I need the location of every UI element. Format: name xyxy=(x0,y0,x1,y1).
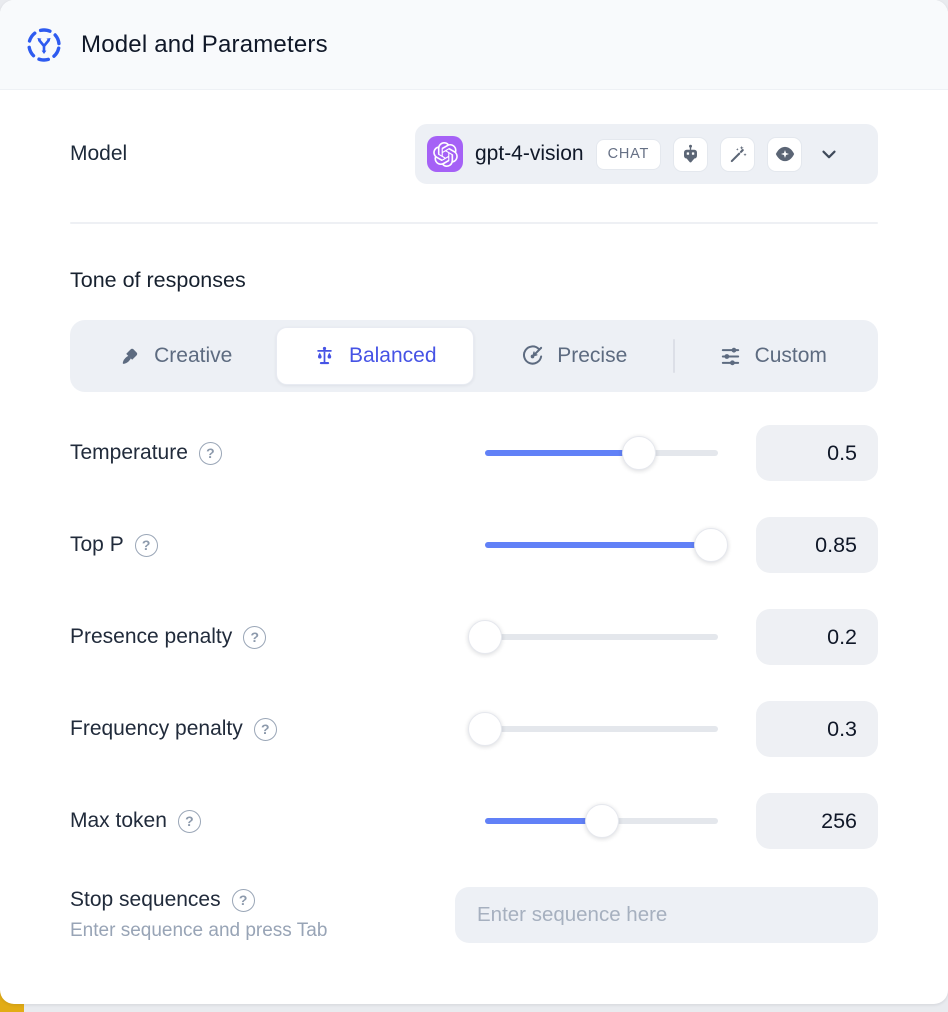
slider-thumb[interactable] xyxy=(621,436,656,470)
model-row: Model gpt-4-vision CHAT xyxy=(70,124,878,184)
model-type-badge: CHAT xyxy=(595,138,662,170)
model-hub-icon xyxy=(24,25,64,65)
help-icon[interactable]: ? xyxy=(134,533,158,557)
slider-thumb[interactable] xyxy=(468,712,502,746)
tone-option-creative[interactable]: Creative xyxy=(77,327,274,385)
slider-thumb[interactable] xyxy=(584,804,619,838)
slider-track[interactable] xyxy=(485,726,718,732)
presence-penalty-value[interactable]: 0.2 xyxy=(756,609,878,665)
help-icon[interactable]: ? xyxy=(243,625,267,649)
param-label: Max token xyxy=(70,809,167,832)
tone-option-balanced[interactable]: Balanced xyxy=(275,327,474,385)
tone-segmented-control: Creative Balanced xyxy=(70,320,878,392)
help-icon[interactable]: ? xyxy=(231,888,255,912)
param-label: Temperature xyxy=(70,441,188,464)
section-divider xyxy=(70,222,878,224)
max-token-value[interactable]: 256 xyxy=(756,793,878,849)
balance-scale-icon xyxy=(313,345,336,368)
vision-eye-icon xyxy=(767,136,803,172)
presence-penalty-slider[interactable] xyxy=(468,620,718,654)
tone-option-label: Creative xyxy=(154,344,233,367)
help-icon[interactable]: ? xyxy=(253,717,277,741)
param-row-temperature: Temperature ? 0.5 xyxy=(70,425,878,481)
param-row-frequency-penalty: Frequency penalty ? 0.3 xyxy=(70,701,878,757)
slider-fill xyxy=(485,542,711,548)
param-row-top-p: Top P ? 0.85 xyxy=(70,517,878,573)
frequency-penalty-value[interactable]: 0.3 xyxy=(756,701,878,757)
temperature-value[interactable]: 0.5 xyxy=(756,425,878,481)
segment-divider xyxy=(672,339,675,373)
openai-logo-icon xyxy=(427,136,463,172)
stop-sequences-label: Stop sequences xyxy=(70,888,221,911)
model-label: Model xyxy=(70,142,128,165)
robot-icon xyxy=(673,136,709,172)
magic-wand-icon xyxy=(720,136,756,172)
top-p-value[interactable]: 0.85 xyxy=(756,517,878,573)
selected-model-name: gpt-4-vision xyxy=(475,142,584,165)
slider-fill xyxy=(485,450,639,456)
paintbrush-icon xyxy=(118,345,141,368)
param-label: Frequency penalty xyxy=(70,717,243,740)
panel-header: Model and Parameters xyxy=(0,0,948,90)
param-row-max-token: Max token ? 256 xyxy=(70,793,878,849)
chevron-down-icon[interactable] xyxy=(818,143,840,165)
top-p-slider[interactable] xyxy=(485,528,728,562)
stop-sequence-input[interactable] xyxy=(455,887,878,943)
slider-thumb[interactable] xyxy=(468,620,502,654)
frequency-penalty-slider[interactable] xyxy=(468,712,718,746)
stop-sequences-row: Stop sequences ? Enter sequence and pres… xyxy=(70,887,878,943)
tone-option-custom[interactable]: Custom xyxy=(675,327,872,385)
target-icon xyxy=(521,344,544,368)
model-select-dropdown[interactable]: gpt-4-vision CHAT xyxy=(415,124,878,184)
tone-option-label: Precise xyxy=(557,344,628,367)
param-label: Presence penalty xyxy=(70,625,233,648)
param-label: Top P xyxy=(70,533,124,556)
param-row-presence-penalty: Presence penalty ? 0.2 xyxy=(70,609,878,665)
slider-fill xyxy=(485,818,602,824)
slider-thumb[interactable] xyxy=(694,528,728,562)
tone-option-precise[interactable]: Precise xyxy=(476,327,673,385)
tone-option-label: Balanced xyxy=(348,344,437,367)
temperature-slider[interactable] xyxy=(485,436,718,470)
max-token-slider[interactable] xyxy=(485,804,718,838)
help-icon[interactable]: ? xyxy=(198,441,222,465)
sliders-icon xyxy=(719,345,742,368)
slider-track[interactable] xyxy=(485,634,718,640)
stop-sequences-hint: Enter sequence and press Tab xyxy=(70,920,328,941)
page-title: Model and Parameters xyxy=(81,30,328,58)
tone-heading: Tone of responses xyxy=(70,268,246,292)
help-icon[interactable]: ? xyxy=(177,809,201,833)
tone-option-label: Custom xyxy=(754,344,827,367)
